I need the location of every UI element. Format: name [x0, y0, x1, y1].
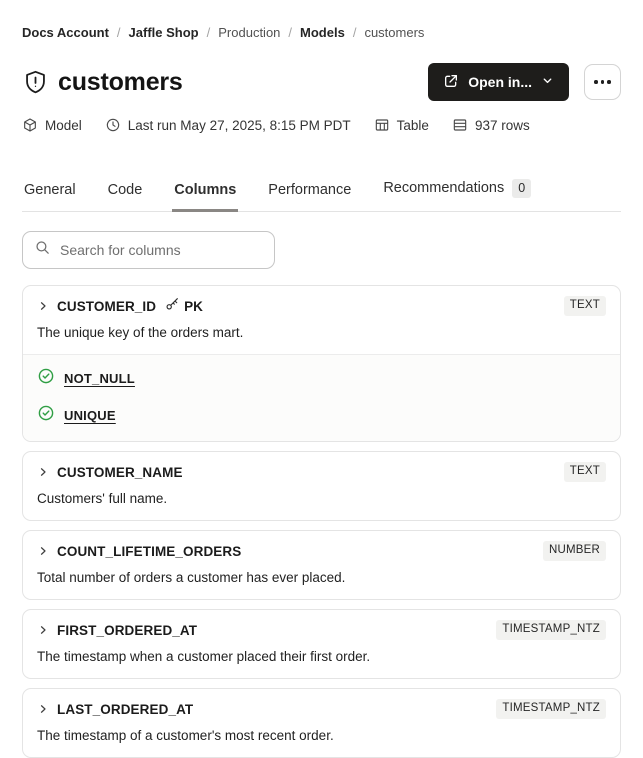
- tab-label: General: [24, 181, 76, 198]
- meta-label: Table: [396, 117, 429, 133]
- tab-label: Performance: [268, 181, 352, 198]
- column-description: The unique key of the orders mart.: [37, 324, 244, 340]
- column-card-count-lifetime-orders: COUNT_LIFETIME_ORDERS NUMBER Total numbe…: [22, 529, 621, 600]
- column-name: COUNT_LIFETIME_ORDERS: [57, 543, 242, 559]
- data-type-badge: NUMBER: [542, 541, 606, 561]
- search-icon: [34, 239, 51, 261]
- page-title: customers: [58, 67, 183, 96]
- column-search: [22, 230, 275, 269]
- column-tests: NOT_NULL UNIQUE: [23, 353, 620, 441]
- meta-materialization: Table: [374, 117, 429, 133]
- data-type-badge: TIMESTAMP_NTZ: [496, 620, 606, 640]
- breadcrumb-current: customers: [364, 25, 425, 40]
- breadcrumb-separator: /: [206, 25, 211, 40]
- breadcrumb-separator: /: [116, 25, 121, 40]
- column-card-customer-id: CUSTOMER_ID PK TEXT The unique key of th…: [22, 284, 621, 442]
- meta-row: Model Last run May 27, 2025, 8:15 PM PDT…: [22, 117, 621, 133]
- column-list: CUSTOMER_ID PK TEXT The unique key of th…: [22, 284, 621, 758]
- clock-icon: [105, 117, 121, 133]
- check-circle-icon: [37, 404, 55, 427]
- open-in-label: Open in...: [468, 74, 532, 90]
- column-description: The timestamp of a customer's most recen…: [37, 727, 334, 743]
- meta-label: 937 rows: [474, 117, 530, 133]
- chevron-right-icon[interactable]: [37, 703, 49, 715]
- column-card-first-ordered-at: FIRST_ORDERED_AT TIMESTAMP_NTZ The times…: [22, 608, 621, 679]
- breadcrumb-project[interactable]: Jaffle Shop: [128, 25, 199, 40]
- test-row: NOT_NULL: [37, 367, 606, 390]
- breadcrumb-models[interactable]: Models: [300, 25, 345, 40]
- ellipsis-icon: [594, 80, 598, 84]
- column-name: CUSTOMER_ID: [57, 298, 157, 314]
- database-icon: [452, 117, 468, 133]
- data-type-badge: TIMESTAMP_NTZ: [496, 699, 606, 719]
- column-name: CUSTOMER_NAME: [57, 464, 183, 480]
- recommendations-count-badge: 0: [512, 179, 532, 198]
- tab-bar: General Code Columns Performance Recomme…: [22, 179, 621, 212]
- chevron-right-icon[interactable]: [37, 466, 49, 478]
- column-card-last-ordered-at: LAST_ORDERED_AT TIMESTAMP_NTZ The timest…: [22, 687, 621, 758]
- data-type-badge: TEXT: [563, 296, 606, 316]
- chevron-right-icon[interactable]: [37, 624, 49, 636]
- tab-performance[interactable]: Performance: [266, 182, 353, 212]
- breadcrumb-account[interactable]: Docs Account: [22, 25, 109, 40]
- data-type-badge: TEXT: [563, 462, 606, 482]
- tab-columns[interactable]: Columns: [172, 181, 239, 212]
- tab-label: Code: [107, 181, 143, 198]
- meta-label: Model: [45, 117, 82, 133]
- primary-key-indicator: PK: [164, 296, 203, 317]
- test-link-not-null[interactable]: NOT_NULL: [64, 370, 135, 386]
- check-circle-icon: [37, 367, 55, 390]
- column-card-customer-name: CUSTOMER_NAME TEXT Customers' full name.: [22, 450, 621, 521]
- tab-code[interactable]: Code: [106, 182, 145, 212]
- chevron-down-icon: [541, 74, 554, 90]
- table-icon: [374, 117, 390, 133]
- chevron-right-icon[interactable]: [37, 300, 49, 312]
- test-row: UNIQUE: [37, 404, 606, 427]
- column-description: Total number of orders a customer has ev…: [37, 569, 346, 585]
- ellipsis-icon: [607, 80, 611, 84]
- breadcrumb-separator: /: [352, 25, 357, 40]
- title-actions: Open in...: [428, 63, 621, 101]
- meta-row-count: 937 rows: [452, 117, 530, 133]
- shield-alert-icon: [22, 69, 49, 96]
- meta-last-run: Last run May 27, 2025, 8:15 PM PDT: [105, 117, 351, 133]
- open-in-button[interactable]: Open in...: [428, 63, 569, 101]
- column-name: LAST_ORDERED_AT: [57, 701, 194, 717]
- tab-general[interactable]: General: [22, 182, 78, 212]
- more-actions-button[interactable]: [584, 64, 621, 100]
- ellipsis-icon: [600, 80, 605, 84]
- column-description: The timestamp when a customer placed the…: [37, 648, 371, 664]
- title-row: customers Open in...: [22, 60, 621, 104]
- breadcrumb-separator: /: [288, 25, 293, 40]
- column-name: FIRST_ORDERED_AT: [57, 622, 198, 638]
- chevron-right-icon[interactable]: [37, 545, 49, 557]
- breadcrumb: Docs Account / Jaffle Shop / Production …: [22, 25, 621, 41]
- breadcrumb-environment[interactable]: Production: [218, 25, 281, 40]
- key-icon: [164, 296, 180, 317]
- meta-resource-type: Model: [22, 117, 82, 133]
- meta-label: Last run May 27, 2025, 8:15 PM PDT: [127, 117, 351, 133]
- external-link-icon: [443, 73, 459, 92]
- tab-label: Columns: [174, 181, 237, 198]
- pk-label: PK: [184, 298, 203, 314]
- tab-label: Recommendations: [383, 180, 505, 197]
- column-description: Customers' full name.: [37, 490, 168, 506]
- search-input[interactable]: [60, 241, 263, 258]
- test-link-unique[interactable]: UNIQUE: [64, 407, 116, 423]
- cube-icon: [22, 117, 38, 133]
- tab-recommendations[interactable]: Recommendations 0: [381, 179, 533, 212]
